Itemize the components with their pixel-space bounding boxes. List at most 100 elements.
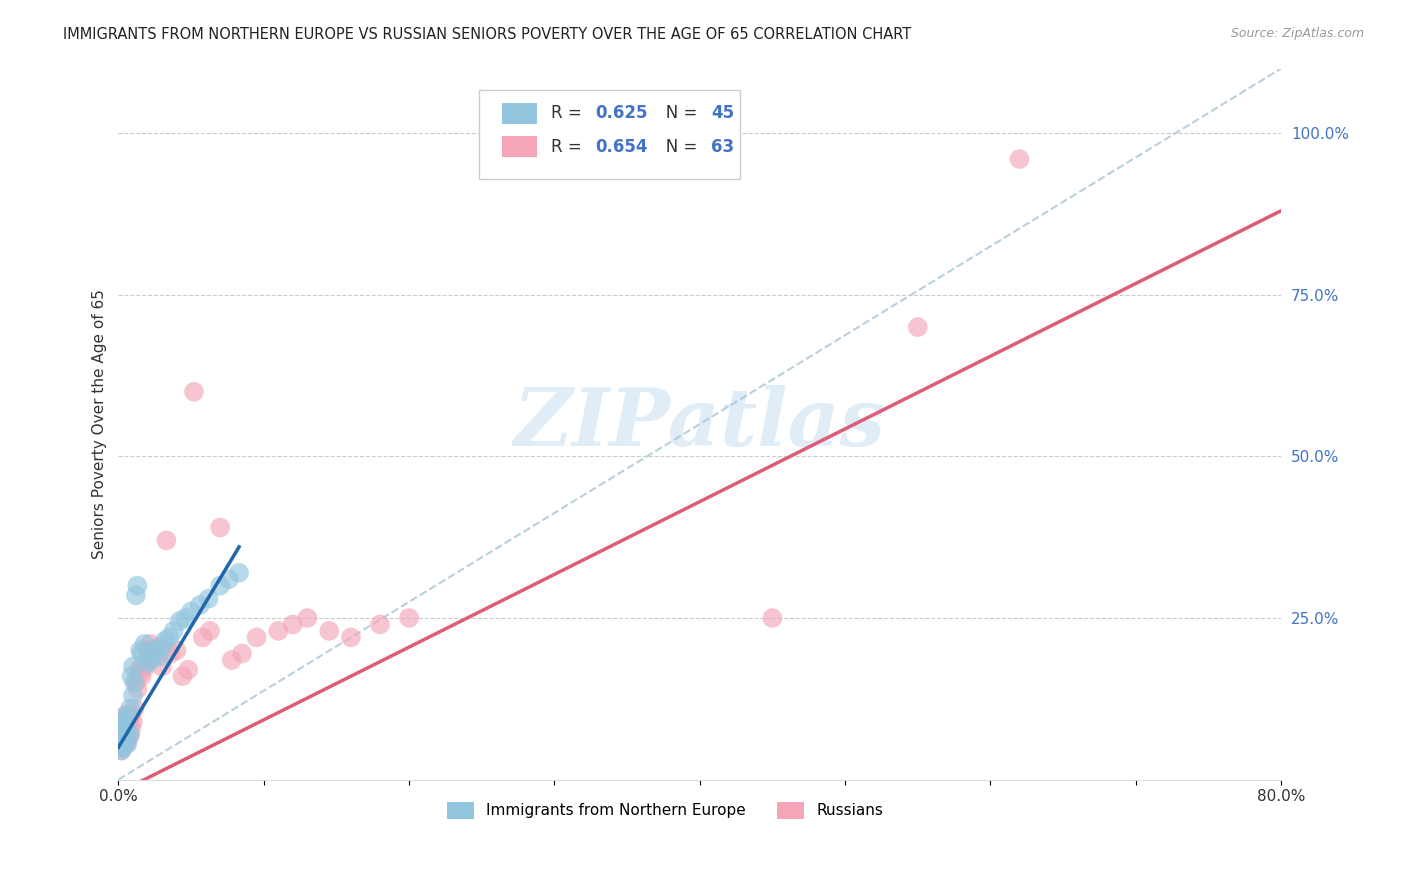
Text: N =: N = xyxy=(650,104,703,122)
Point xyxy=(136,643,159,657)
Point xyxy=(174,611,197,625)
Point xyxy=(127,682,149,697)
Point xyxy=(114,714,136,729)
Point xyxy=(398,611,420,625)
Point xyxy=(163,624,186,638)
Point xyxy=(122,659,145,673)
Point xyxy=(157,631,180,645)
Point xyxy=(112,714,135,729)
Point xyxy=(117,714,139,729)
Point xyxy=(108,740,131,755)
Point xyxy=(114,731,136,745)
Text: 0.654: 0.654 xyxy=(595,137,648,156)
Point xyxy=(114,724,136,739)
Point xyxy=(121,708,143,723)
Point xyxy=(110,717,132,731)
Point xyxy=(297,611,319,625)
Point xyxy=(121,669,143,683)
Point xyxy=(117,731,139,745)
Point xyxy=(125,675,148,690)
Text: IMMIGRANTS FROM NORTHERN EUROPE VS RUSSIAN SENIORS POVERTY OVER THE AGE OF 65 CO: IMMIGRANTS FROM NORTHERN EUROPE VS RUSSI… xyxy=(63,27,911,42)
Point xyxy=(111,724,134,739)
Point xyxy=(188,598,211,612)
Point xyxy=(110,714,132,729)
Point xyxy=(150,640,173,654)
Point xyxy=(318,624,340,638)
Point xyxy=(108,740,131,755)
Point xyxy=(125,588,148,602)
Point xyxy=(166,643,188,657)
Text: ZIPatlas: ZIPatlas xyxy=(513,385,886,463)
Point xyxy=(129,665,152,680)
Point xyxy=(108,734,131,748)
Point xyxy=(159,647,181,661)
Point xyxy=(136,657,159,671)
Point xyxy=(183,384,205,399)
Point xyxy=(143,643,166,657)
Point xyxy=(120,701,142,715)
Point xyxy=(111,724,134,739)
Point xyxy=(110,731,132,745)
Point xyxy=(110,737,132,751)
Point xyxy=(112,721,135,735)
Point xyxy=(150,659,173,673)
Point xyxy=(112,737,135,751)
Point xyxy=(110,743,132,757)
Point xyxy=(131,647,153,661)
Text: Source: ZipAtlas.com: Source: ZipAtlas.com xyxy=(1230,27,1364,40)
Point xyxy=(115,721,138,735)
Point xyxy=(115,737,138,751)
Y-axis label: Seniors Poverty Over the Age of 65: Seniors Poverty Over the Age of 65 xyxy=(93,289,107,559)
Point xyxy=(180,605,202,619)
Point xyxy=(228,566,250,580)
Point xyxy=(907,320,929,334)
Point xyxy=(368,617,391,632)
Point xyxy=(128,663,150,677)
Point xyxy=(115,724,138,739)
Point xyxy=(124,701,146,715)
Point xyxy=(134,657,156,671)
Point xyxy=(1008,152,1031,166)
Point xyxy=(139,637,162,651)
Point xyxy=(114,708,136,723)
Point xyxy=(139,653,162,667)
Point xyxy=(209,520,232,534)
Point xyxy=(120,711,142,725)
Point xyxy=(111,711,134,725)
Legend: Immigrants from Northern Europe, Russians: Immigrants from Northern Europe, Russian… xyxy=(440,796,890,825)
Text: 63: 63 xyxy=(711,137,734,156)
Point xyxy=(117,708,139,723)
Point xyxy=(148,649,170,664)
Point xyxy=(115,734,138,748)
Point xyxy=(110,727,132,741)
Point xyxy=(112,737,135,751)
Point xyxy=(155,533,177,548)
Point xyxy=(122,714,145,729)
Text: R =: R = xyxy=(551,137,586,156)
Point xyxy=(108,721,131,735)
Point xyxy=(191,631,214,645)
Point xyxy=(127,579,149,593)
Point xyxy=(148,640,170,654)
Point xyxy=(134,637,156,651)
Point xyxy=(108,721,131,735)
Point xyxy=(122,689,145,703)
Point xyxy=(135,659,157,673)
Point xyxy=(121,721,143,735)
Point xyxy=(120,727,142,741)
Point xyxy=(131,669,153,683)
Point xyxy=(177,663,200,677)
Point xyxy=(129,643,152,657)
Point xyxy=(267,624,290,638)
Point xyxy=(761,611,783,625)
Point xyxy=(132,659,155,673)
Point xyxy=(111,711,134,725)
Point xyxy=(281,617,304,632)
Text: N =: N = xyxy=(650,137,703,156)
Point xyxy=(124,675,146,690)
Point xyxy=(143,649,166,664)
Point xyxy=(108,734,131,748)
Point xyxy=(218,572,240,586)
Point xyxy=(120,727,142,741)
Point xyxy=(197,591,219,606)
